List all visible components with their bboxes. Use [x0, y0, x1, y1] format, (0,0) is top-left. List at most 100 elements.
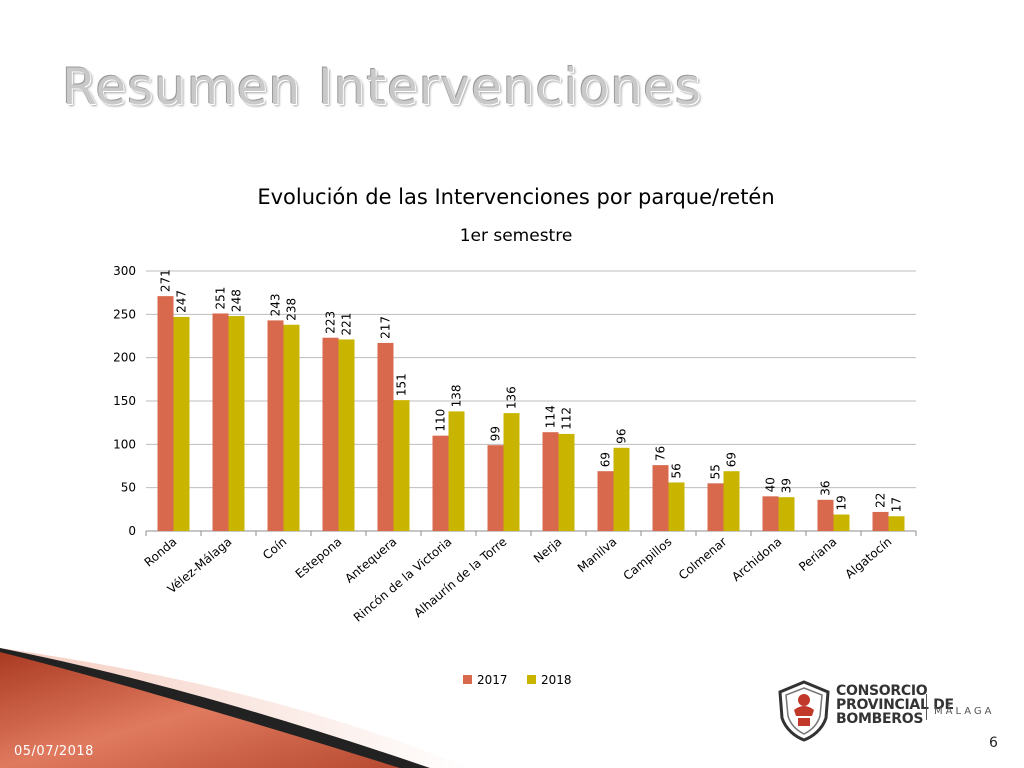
logo-separator [926, 694, 927, 720]
legend-label: 2017 [477, 673, 508, 687]
x-tick-label: Coín [260, 535, 289, 563]
y-tick-label: 150 [113, 394, 136, 408]
bar-2018 [173, 316, 190, 531]
data-label: 69 [599, 452, 613, 467]
x-tick-label: Rincón de la Victoria [351, 535, 455, 625]
logo-line-3: BOMBEROS [836, 711, 924, 727]
y-tick-label: 0 [128, 524, 136, 538]
data-label: 112 [560, 407, 574, 430]
bar-2017 [267, 320, 284, 531]
x-tick-label: Archidona [729, 535, 784, 585]
legend-label: 2018 [541, 673, 572, 687]
y-tick-label: 50 [121, 481, 136, 495]
footer-date: 05/07/2018 [14, 744, 94, 759]
bar-2017 [542, 432, 559, 531]
data-label: 138 [450, 384, 464, 407]
bar-2017 [707, 483, 724, 531]
data-label: 56 [670, 463, 684, 478]
bar-2018 [338, 339, 355, 531]
bar-2018 [558, 433, 575, 531]
data-label: 114 [544, 405, 558, 428]
bar-2018 [833, 514, 850, 531]
data-label: 55 [709, 464, 723, 479]
bar-2018 [668, 482, 685, 531]
y-tick-label: 100 [113, 437, 136, 451]
x-tick-label: Manilva [575, 535, 620, 576]
bar-2017 [212, 313, 229, 531]
x-tick-label: Campillos [621, 535, 675, 583]
consorcio-logo: CONSORCIO PROVINCIAL DE BOMBEROS MÁLAGA [776, 680, 1006, 742]
data-label: 19 [835, 495, 849, 510]
x-tick-label: Estepona [293, 535, 345, 582]
bar-2017 [432, 435, 449, 531]
bar-2017 [652, 465, 669, 531]
bar-2017 [322, 337, 339, 531]
corner-swoosh [0, 648, 470, 768]
bar-2018 [778, 497, 795, 531]
data-label: 271 [159, 269, 173, 292]
x-tick-label: Algatocín [842, 535, 894, 582]
logo-line-2: PROVINCIAL DE [836, 697, 954, 713]
data-label: 248 [230, 289, 244, 312]
firefighter-shield-icon [778, 680, 830, 742]
page-number: 6 [989, 735, 998, 751]
bar-2018 [888, 516, 905, 531]
data-label: 69 [725, 452, 739, 467]
data-label: 151 [395, 373, 409, 396]
legend-swatch-2017 [463, 675, 472, 684]
data-label: 243 [269, 293, 283, 316]
bar-2017 [377, 342, 394, 531]
data-label: 39 [780, 478, 794, 493]
bar-2017 [872, 511, 889, 531]
x-tick-label: Colmenar [676, 535, 729, 583]
gridlines [146, 270, 916, 532]
x-tick-label: Periana [796, 535, 839, 575]
data-label: 36 [819, 481, 833, 496]
slide-title: Resumen Intervenciones [62, 58, 702, 116]
data-label: 76 [654, 446, 668, 461]
x-tick-label: Ronda [142, 535, 180, 570]
y-tick-label: 250 [113, 307, 136, 321]
data-label: 17 [890, 497, 904, 512]
data-label: 99 [489, 426, 503, 441]
x-tick-label: Nerja [531, 535, 565, 566]
legend: 2017 2018 [463, 673, 572, 687]
bar-2017 [762, 496, 779, 531]
bar-2017 [817, 499, 834, 531]
data-label: 247 [175, 290, 189, 313]
bar-2017 [487, 445, 504, 531]
x-tick-label: Antequera [342, 535, 399, 586]
bar-2018 [503, 413, 520, 531]
data-label: 223 [324, 311, 338, 334]
bar-2017 [157, 296, 174, 531]
bar-2018 [613, 447, 630, 531]
bar-2018 [448, 411, 465, 531]
logo-city: MÁLAGA [934, 706, 995, 717]
legend-swatch-2018 [527, 675, 536, 684]
bar-2018 [228, 316, 245, 531]
data-label: 40 [764, 477, 778, 492]
data-label: 22 [874, 493, 888, 508]
y-tick-label: 200 [113, 351, 136, 365]
bars [157, 296, 905, 531]
x-tick-label: Alhaurín de la Torre [411, 535, 509, 621]
data-label: 110 [434, 409, 448, 432]
bar-2017 [597, 471, 614, 531]
logo-line-1: CONSORCIO [836, 683, 928, 699]
bar-2018 [283, 324, 300, 531]
y-tick-label: 300 [113, 264, 136, 278]
bar-2018 [723, 471, 740, 531]
data-label: 217 [379, 316, 393, 339]
chart-subtitle: 1er semestre [460, 226, 573, 246]
data-label: 238 [285, 298, 299, 321]
chart-title: Evolución de las Intervenciones por parq… [257, 185, 774, 209]
data-label: 221 [340, 313, 354, 336]
bar-2018 [393, 400, 410, 531]
data-label: 96 [615, 429, 629, 444]
data-label: 136 [505, 386, 519, 409]
data-label: 251 [214, 287, 228, 310]
y-axis: 0 50 100 150 200 250 300 [113, 264, 136, 538]
